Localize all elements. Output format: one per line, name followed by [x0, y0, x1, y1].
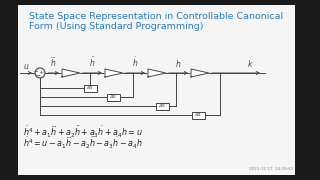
FancyBboxPatch shape: [18, 5, 295, 175]
Text: $a_1$: $a_1$: [86, 84, 94, 92]
Text: State Space Representation in Controllable Canonical
Form (Using Standard Progra: State Space Representation in Controllab…: [29, 12, 284, 31]
Text: $h$: $h$: [175, 58, 182, 69]
Text: $a_2$: $a_2$: [109, 93, 117, 101]
Text: $\dot{h}^4+a_1\dddot{h} + a_2\ddot{h} + a_3\dot{h} + a_4h = u$: $\dot{h}^4+a_1\dddot{h} + a_2\ddot{h} + …: [23, 124, 143, 140]
Text: +: +: [38, 69, 44, 75]
Text: u: u: [24, 62, 28, 71]
Polygon shape: [148, 69, 166, 77]
FancyBboxPatch shape: [107, 93, 119, 100]
Text: $k$: $k$: [247, 58, 253, 69]
Text: 2021-12-17  14:29:42: 2021-12-17 14:29:42: [249, 167, 293, 171]
Circle shape: [35, 68, 45, 78]
Text: $\dddot{h}$: $\dddot{h}$: [50, 55, 57, 69]
FancyBboxPatch shape: [84, 84, 97, 91]
Text: −: −: [34, 69, 38, 73]
Text: −: −: [35, 73, 40, 78]
FancyBboxPatch shape: [191, 111, 204, 118]
Polygon shape: [105, 69, 123, 77]
Text: $\dot{h}$: $\dot{h}$: [132, 55, 139, 69]
FancyBboxPatch shape: [156, 102, 169, 109]
Text: $\ddot{h}$: $\ddot{h}$: [89, 55, 96, 69]
Text: $\dot{h}^4=u - a_1\dddot{h} - a_2\ddot{h} - a_3\dot{h} - a_4h$: $\dot{h}^4=u - a_1\dddot{h} - a_2\ddot{h…: [23, 135, 143, 151]
Text: $a_4$: $a_4$: [194, 111, 202, 119]
Polygon shape: [191, 69, 209, 77]
Text: $a_3$: $a_3$: [158, 102, 166, 110]
Polygon shape: [62, 69, 80, 77]
